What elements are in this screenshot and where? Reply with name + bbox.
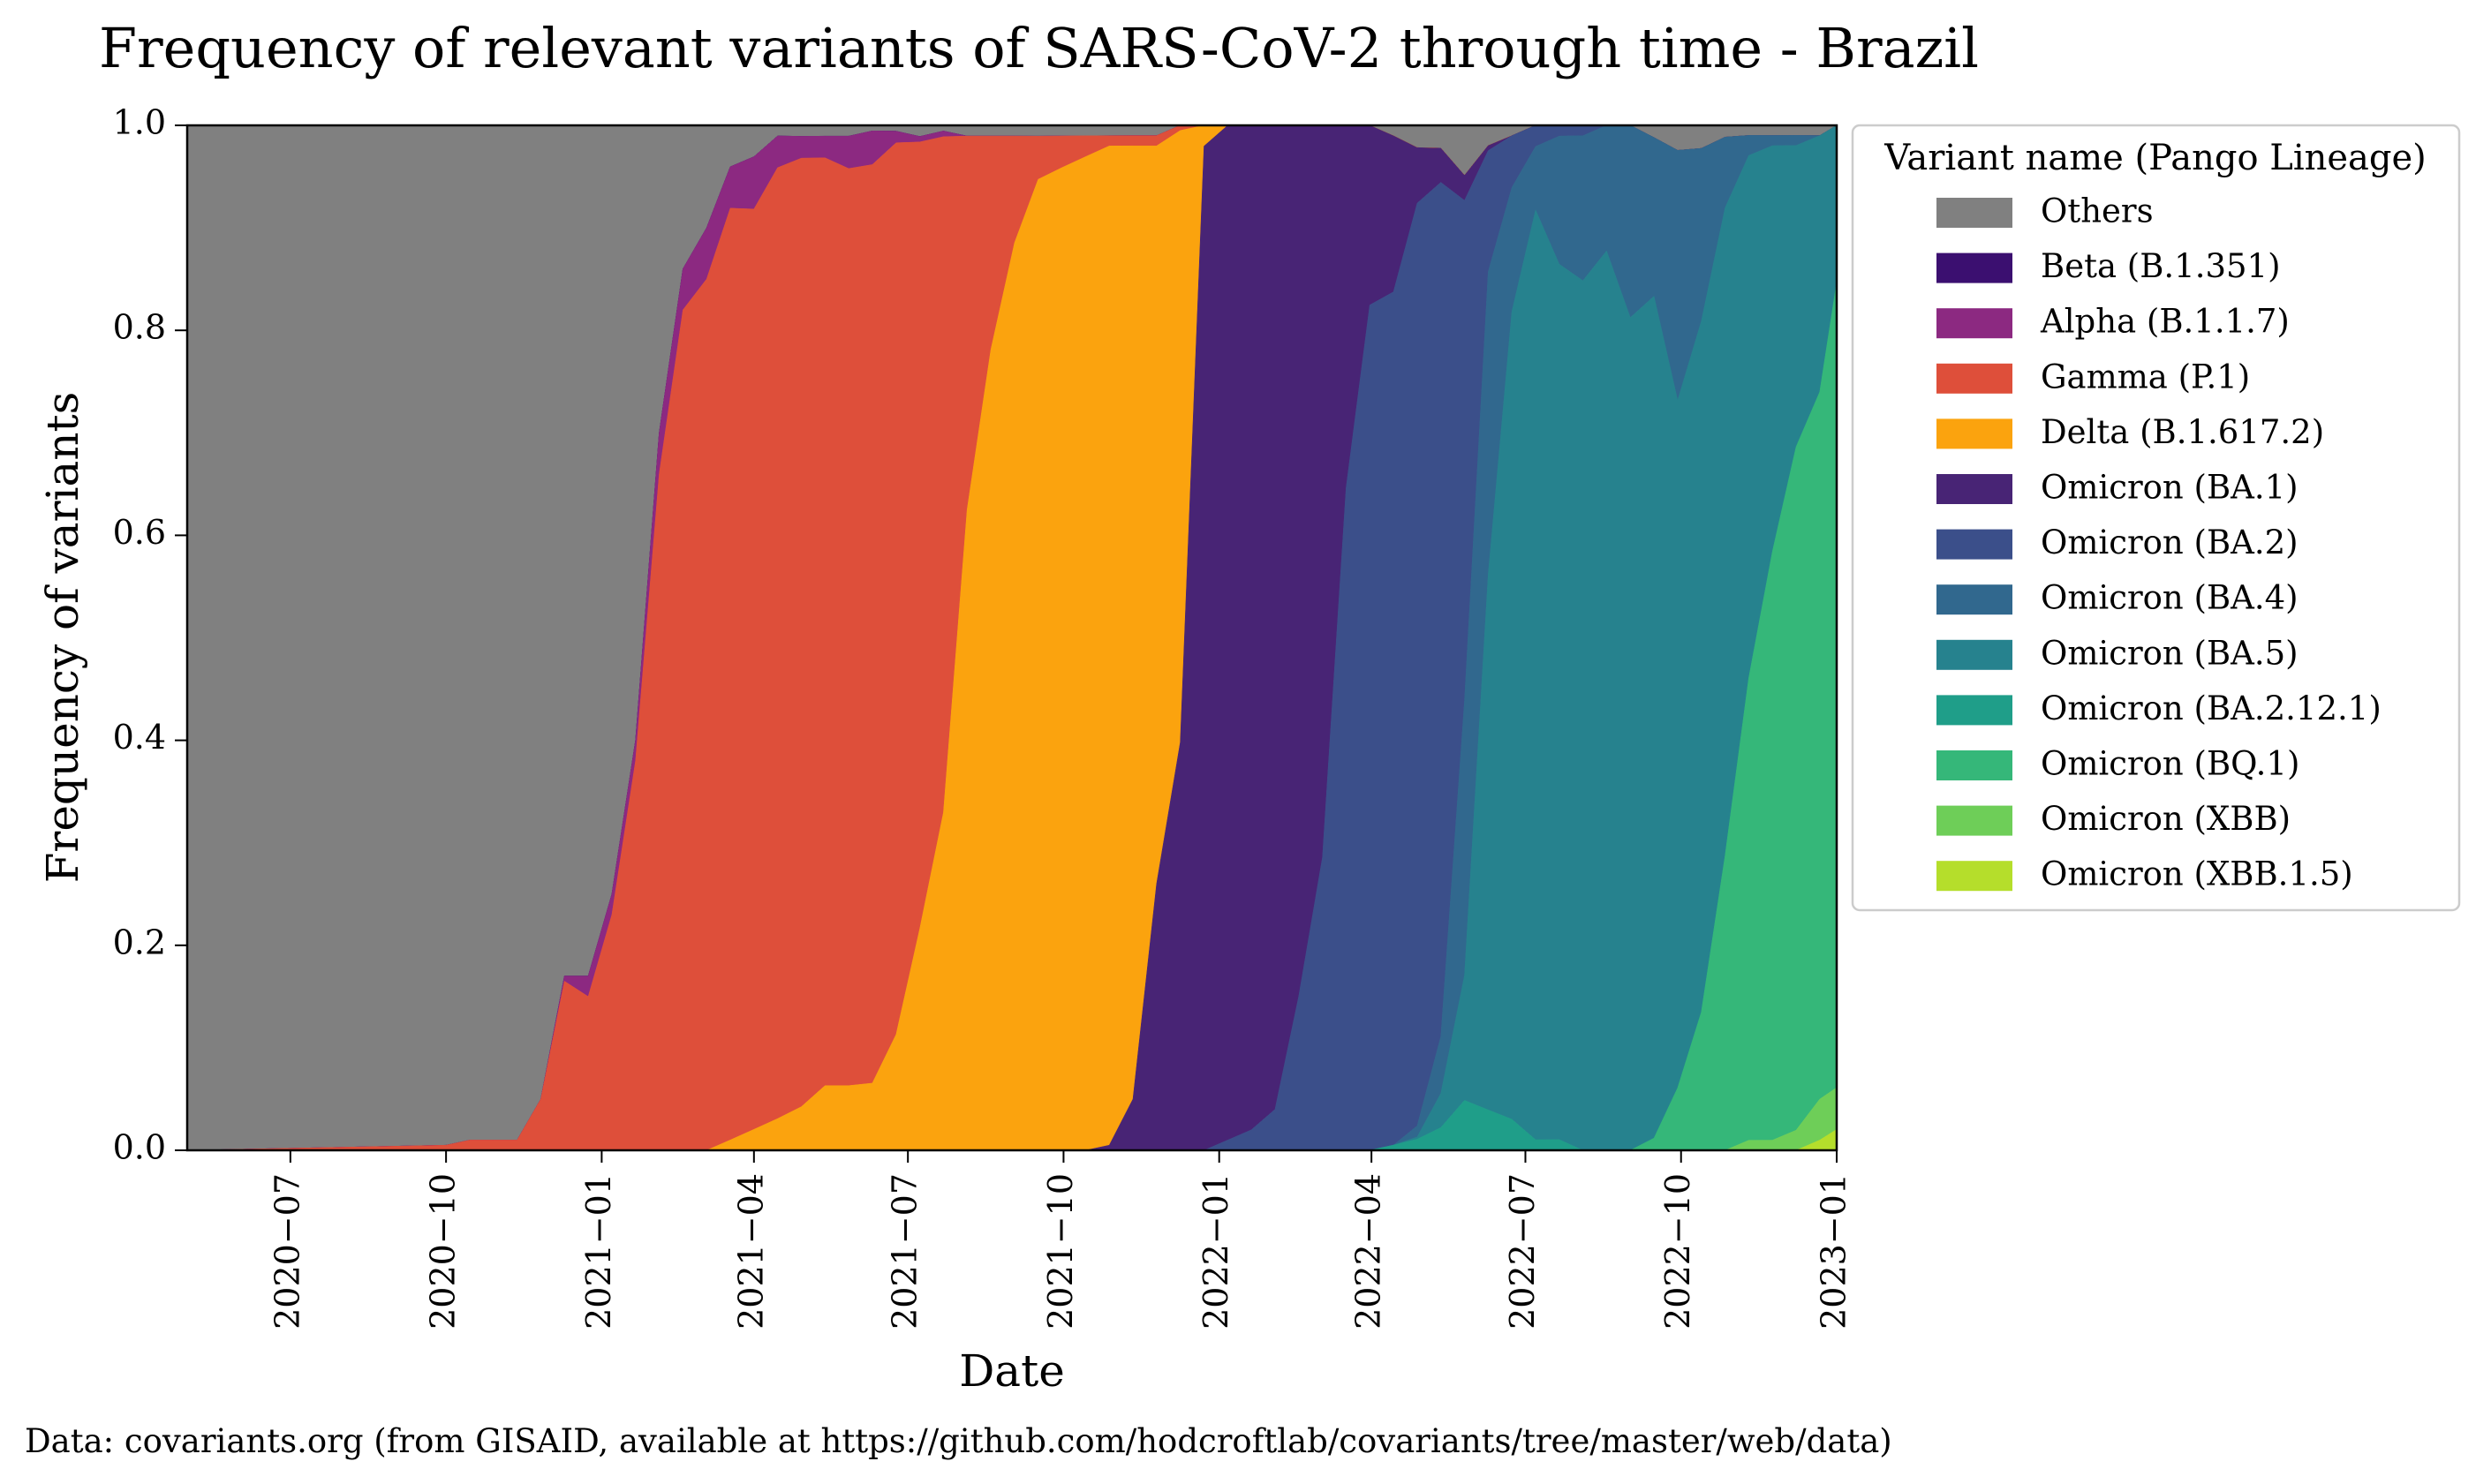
legend-label-delta-b-1-617-2: Delta (B.1.617.2) bbox=[2041, 413, 2324, 451]
stacked-area-plot bbox=[186, 124, 1838, 1151]
legend-swatch-omicron-ba-1 bbox=[1936, 474, 2012, 504]
legend-label-omicron-ba-2: Omicron (BA.2) bbox=[2041, 524, 2299, 561]
y-tick-label: 0.6 bbox=[113, 513, 166, 552]
legend-label-omicron-ba-5: Omicron (BA.5) bbox=[2041, 634, 2299, 672]
legend-box bbox=[1851, 124, 2461, 912]
legend-swatch-beta-b-1-351 bbox=[1936, 252, 2012, 283]
x-tick-label: 2022−04 bbox=[1349, 1173, 1388, 1330]
legend-swatch-gamma-p-1 bbox=[1936, 363, 2012, 394]
legend-swatch-omicron-xbb bbox=[1936, 805, 2012, 836]
legend-swatch-others bbox=[1936, 198, 2012, 228]
x-tick-label: 2022−01 bbox=[1196, 1173, 1235, 1330]
y-tick-label: 0.2 bbox=[113, 923, 166, 961]
legend-swatch-omicron-ba-4 bbox=[1936, 584, 2012, 615]
legend-label-omicron-ba-4: Omicron (BA.4) bbox=[2041, 579, 2299, 617]
legend-swatch-omicron-ba-5 bbox=[1936, 639, 2012, 670]
x-axis: 2020−07 2020−10 2021−01 2021−04 2021−07 2021−… bbox=[268, 1150, 1853, 1330]
y-axis-label: Frequency of variants bbox=[37, 392, 88, 884]
y-tick-label: 0.8 bbox=[113, 308, 166, 347]
legend-label-omicron-xbb-1-5: Omicron (XBB.1.5) bbox=[2041, 855, 2353, 893]
legend-items: Others Beta (B.1.351) Alpha (B.1.1.7) Gamma… bbox=[1936, 192, 2382, 893]
x-tick-label: 2020−07 bbox=[268, 1173, 306, 1330]
y-tick-label: 0.0 bbox=[113, 1128, 166, 1167]
legend-title: Variant name (Pango Lineage) bbox=[1883, 138, 2427, 178]
legend: Variant name (Pango Lineage) Others Beta … bbox=[1851, 124, 2461, 912]
legend-label-omicron-ba-1: Omicron (BA.1) bbox=[2041, 469, 2299, 507]
x-tick-label: 2021−10 bbox=[1041, 1173, 1080, 1330]
x-tick-label: 2022−07 bbox=[1503, 1173, 1542, 1330]
x-tick-label: 2020−10 bbox=[424, 1173, 463, 1330]
legend-swatch-omicron-xbb-1-5 bbox=[1936, 861, 2012, 892]
data-source-note: Data: covariants.org (from GISAID, avail… bbox=[25, 1422, 1892, 1460]
y-tick-label: 0.4 bbox=[113, 718, 166, 757]
legend-swatch-omicron-ba-2 bbox=[1936, 529, 2012, 560]
y-axis: 0.0 0.2 0.4 0.6 0.8 1.0 bbox=[113, 103, 187, 1167]
y-tick-label: 1.0 bbox=[113, 103, 166, 142]
legend-label-omicron-xbb: Omicron (XBB) bbox=[2041, 800, 2291, 838]
legend-label-gamma-p-1: Gamma (P.1) bbox=[2041, 358, 2250, 395]
x-tick-label: 2023−01 bbox=[1815, 1173, 1853, 1330]
legend-swatch-delta-b-1-617-2 bbox=[1936, 418, 2012, 449]
legend-label-omicron-ba-2-12-1: Omicron (BA.2.12.1) bbox=[2041, 689, 2382, 727]
legend-label-alpha-b-1-1-7: Alpha (B.1.1.7) bbox=[2040, 303, 2290, 341]
chart-title: Frequency of relevant variants of SARS-C… bbox=[99, 16, 1979, 80]
plot-frame bbox=[185, 124, 1838, 1152]
legend-swatch-alpha-b-1-1-7 bbox=[1936, 308, 2012, 339]
x-tick-label: 2022−10 bbox=[1658, 1173, 1697, 1330]
legend-label-others: Others bbox=[2041, 192, 2154, 230]
legend-swatch-omicron-ba-2-12-1 bbox=[1936, 695, 2012, 726]
x-tick-label: 2021−01 bbox=[579, 1173, 618, 1330]
x-tick-label: 2021−04 bbox=[731, 1173, 770, 1330]
legend-swatch-omicron-bq-1 bbox=[1936, 750, 2012, 780]
x-axis-label: Date bbox=[959, 1345, 1065, 1397]
legend-label-omicron-bq-1: Omicron (BQ.1) bbox=[2041, 745, 2299, 783]
x-tick-label: 2021−07 bbox=[886, 1173, 925, 1330]
legend-label-beta-b-1-351: Beta (B.1.351) bbox=[2041, 247, 2281, 285]
